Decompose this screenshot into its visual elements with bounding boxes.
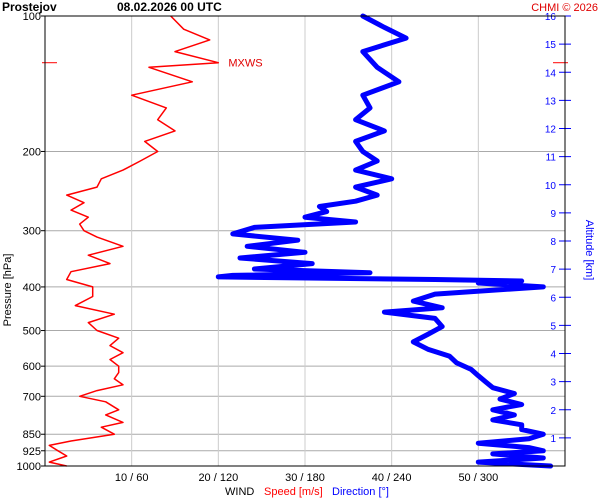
- grid-lines: [41, 15, 571, 467]
- altitude-tick-label: 8: [550, 237, 556, 248]
- altitude-tick-label: 3: [550, 378, 556, 389]
- altitude-tick-label: 2: [550, 406, 556, 417]
- pressure-tick-labels: 100 200 300 400 500 600 700 850 925 1000: [17, 11, 41, 473]
- altitude-tick-label: 7: [550, 265, 556, 276]
- pressure-tick-label: 200: [23, 146, 41, 158]
- wind-tick-label: 50 / 300: [458, 472, 498, 484]
- direction-line: [215, 13, 554, 469]
- pressure-tick-label: 700: [23, 391, 41, 403]
- altitude-tick-label: 14: [545, 68, 557, 79]
- altitude-tick-label: 13: [545, 96, 557, 107]
- plot-frame: [44, 15, 566, 467]
- wind-tick-labels: 10 / 60 20 / 120 30 / 180 40 / 240 50 / 300: [115, 472, 498, 484]
- wind-axis-title: WIND: [225, 486, 254, 498]
- altitude-tick-label: 9: [550, 209, 556, 220]
- direction-axis-label: Direction [°]: [332, 486, 389, 498]
- speed-series: [48, 15, 220, 467]
- pressure-tick-label: 500: [23, 326, 41, 338]
- wind-tick-label: 10 / 60: [115, 472, 149, 484]
- pressure-tick-label: 100: [23, 11, 41, 23]
- pressure-tick-label: 1000: [17, 461, 41, 473]
- direction-series: [215, 13, 554, 469]
- pressure-tick-label: 925: [23, 446, 41, 458]
- wind-tick-label: 30 / 180: [285, 472, 325, 484]
- altitude-tick-label: 12: [545, 125, 557, 136]
- pressure-tick-label: 300: [23, 226, 41, 238]
- altitude-axis-label: Altitude [km]: [583, 220, 595, 281]
- copyright-label: CHMI © 2026: [531, 2, 598, 14]
- altitude-tick-label: 6: [550, 293, 556, 304]
- wind-tick-label: 20 / 120: [198, 472, 238, 484]
- speed-axis-label: Speed [m/s]: [264, 486, 323, 498]
- wind-tick-label: 40 / 240: [372, 472, 412, 484]
- station-name: Prostejov: [2, 0, 57, 14]
- altitude-tick-label: 11: [546, 153, 557, 164]
- altitude-tick-label: 1: [550, 434, 556, 445]
- mxws-annotation: MXWS: [228, 58, 262, 70]
- pressure-axis-label: Pressure [hPa]: [2, 254, 14, 327]
- altitude-tick-label: 5: [550, 321, 556, 332]
- altitude-tick-label: 15: [545, 40, 557, 51]
- altitude-tick-label: 4: [550, 350, 556, 361]
- altitude-tick-label: 16: [545, 12, 557, 23]
- speed-line: [48, 15, 220, 467]
- pressure-tick-label: 400: [23, 282, 41, 294]
- altitude-tick-label: 10: [545, 181, 557, 192]
- observation-datetime: 08.02.2026 00 UTC: [117, 0, 222, 14]
- pressure-tick-label: 600: [23, 361, 41, 373]
- pressure-tick-label: 850: [23, 429, 41, 441]
